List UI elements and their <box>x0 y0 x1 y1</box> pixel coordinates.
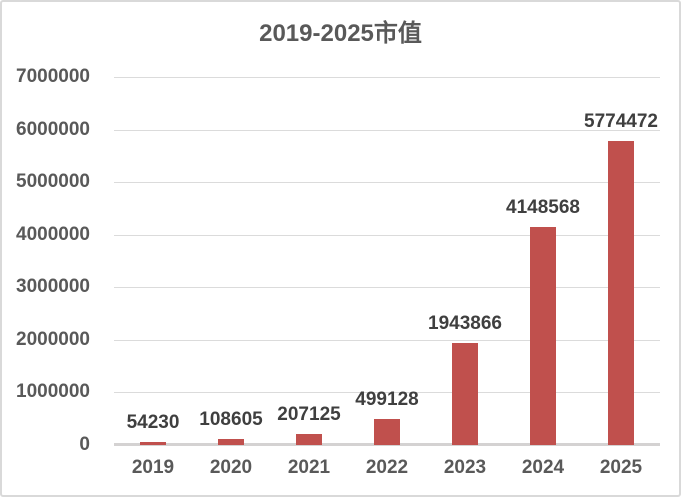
x-tick-label: 2025 <box>599 457 643 478</box>
bar-data-label: 499128 <box>355 389 419 410</box>
bar-2024 <box>530 227 556 445</box>
gridline <box>114 392 660 394</box>
bar-data-label: 108605 <box>199 409 263 430</box>
gridline <box>114 339 660 341</box>
bar-2022 <box>374 419 400 445</box>
y-tick-label: 4000000 <box>16 223 90 245</box>
chart-title: 2019-2025市值 <box>259 20 422 47</box>
y-tick-label: 1000000 <box>16 381 90 403</box>
gridline <box>114 129 660 131</box>
bar-data-label: 4148568 <box>506 197 580 218</box>
gridline <box>114 234 660 236</box>
bar-2021 <box>296 434 322 445</box>
plot-area: 54230 108605 207125 499128 1943866 4148568 577… <box>114 77 660 446</box>
bar-2023 <box>452 343 478 445</box>
bar-data-label: 1943866 <box>428 313 502 334</box>
gridline <box>114 287 660 289</box>
x-tick-label: 2023 <box>443 457 487 478</box>
bar-2020 <box>218 439 244 445</box>
y-tick-label: 6000000 <box>16 118 90 140</box>
gridline <box>114 77 660 78</box>
bar-2019 <box>140 442 166 445</box>
bar-2025 <box>608 141 634 445</box>
y-tick-label: 3000000 <box>16 276 90 298</box>
bar-data-label: 54230 <box>126 412 180 433</box>
bar-data-label: 5774472 <box>584 111 658 132</box>
x-tick-label: 2024 <box>521 457 565 478</box>
gridline <box>114 182 660 184</box>
y-tick-label: 7000000 <box>16 66 90 87</box>
y-tick-label: 2000000 <box>16 328 90 350</box>
x-tick-label: 2019 <box>131 457 175 478</box>
x-tick-label: 2022 <box>365 457 409 478</box>
y-tick-label: 5000000 <box>16 171 90 193</box>
y-tick-label: 0 <box>79 434 90 455</box>
x-tick-label: 2020 <box>209 457 253 478</box>
bar-data-label: 207125 <box>277 404 341 425</box>
x-tick-label: 2021 <box>287 457 331 478</box>
